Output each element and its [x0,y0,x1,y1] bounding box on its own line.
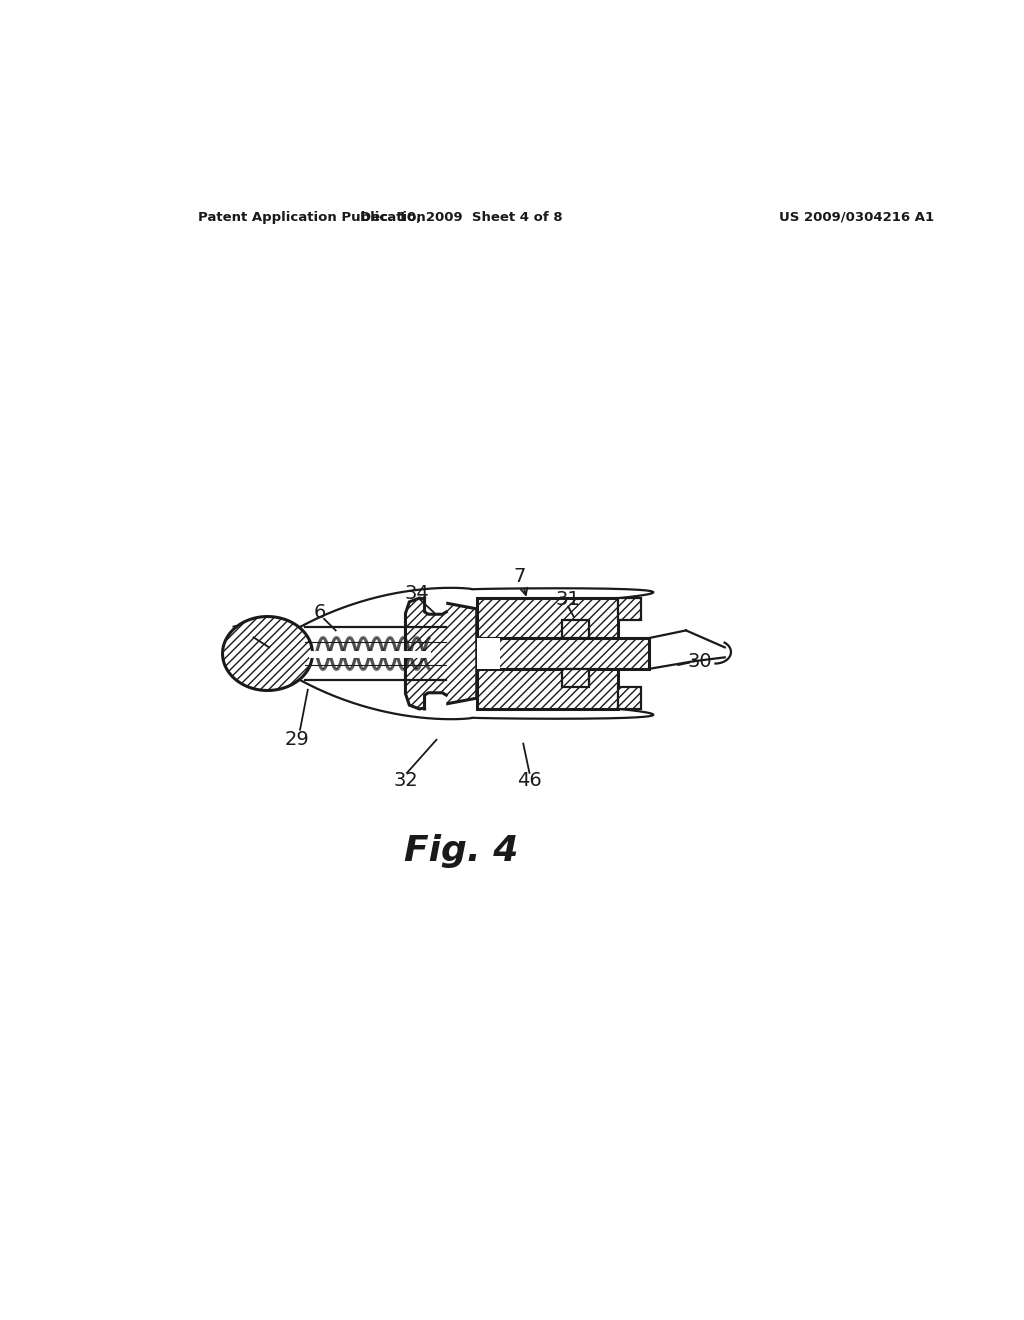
Bar [617,598,641,619]
Polygon shape [425,693,446,709]
Bar [305,665,445,681]
Polygon shape [406,598,477,709]
Bar [477,638,649,669]
Text: Fig. 4: Fig. 4 [404,834,518,869]
Text: 34: 34 [404,583,429,603]
Text: 7: 7 [513,568,525,586]
Bar [477,669,617,709]
Bar [477,638,500,669]
Text: 28: 28 [230,624,255,643]
Text: 29: 29 [285,730,309,750]
Bar [562,669,589,688]
Text: 31: 31 [556,590,581,609]
Bar [305,627,445,642]
Text: Dec. 10, 2009  Sheet 4 of 8: Dec. 10, 2009 Sheet 4 of 8 [360,211,562,224]
Bar [562,619,589,638]
Text: 6: 6 [314,603,327,622]
Text: US 2009/0304216 A1: US 2009/0304216 A1 [779,211,934,224]
Bar [617,688,641,709]
Text: 30: 30 [688,652,713,671]
Polygon shape [222,616,312,690]
Polygon shape [425,598,446,614]
Text: Patent Application Publication: Patent Application Publication [198,211,426,224]
Text: 46: 46 [517,771,542,791]
Bar [477,598,617,638]
Text: 32: 32 [393,771,418,791]
